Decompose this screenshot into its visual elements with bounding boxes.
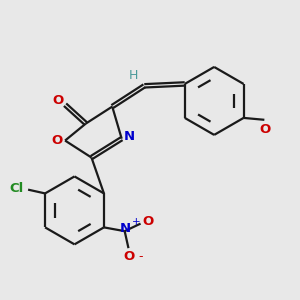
Text: Cl: Cl — [9, 182, 23, 195]
Text: H: H — [129, 69, 139, 82]
Text: O: O — [52, 94, 63, 107]
Text: O: O — [124, 250, 135, 263]
Text: -: - — [138, 250, 143, 263]
Text: N: N — [124, 130, 135, 143]
Text: O: O — [260, 123, 271, 136]
Text: O: O — [51, 134, 62, 147]
Text: O: O — [142, 215, 154, 228]
Text: +: + — [132, 217, 140, 227]
Text: N: N — [120, 222, 131, 235]
